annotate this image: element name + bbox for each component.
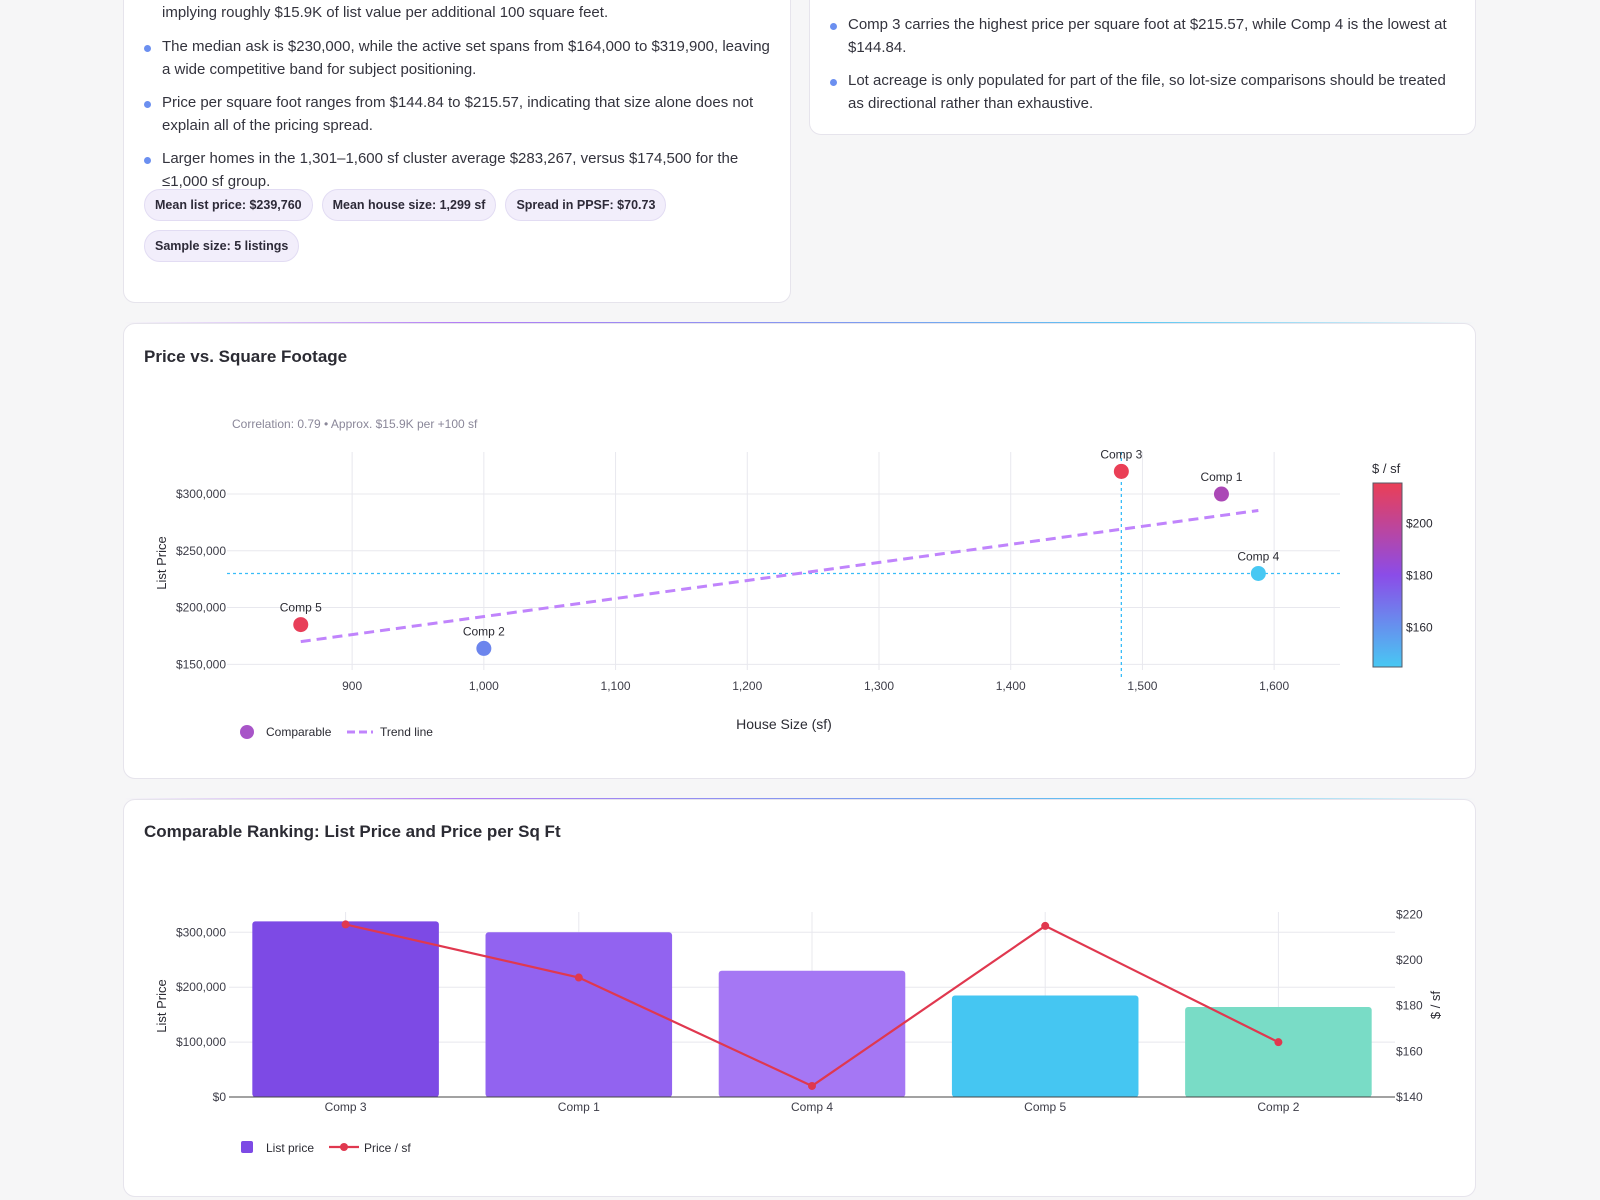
bar-title: Comparable Ranking: List Price and Price… bbox=[144, 822, 561, 841]
summary-right-bullets: Comp 3 carries the highest price per squ… bbox=[830, 14, 1455, 126]
stat-chip: Spread in PPSF: $70.73 bbox=[505, 189, 667, 221]
summary-card-left: implying roughly $15.9K of list value pe… bbox=[123, 0, 791, 303]
summary-partial-line: implying roughly $15.9K of list value pe… bbox=[162, 4, 609, 21]
bullet-item: The median ask is $230,000, while the ac… bbox=[144, 36, 772, 81]
stat-chip: Mean house size: 1,299 sf bbox=[321, 189, 497, 221]
bullet-item: Comp 3 carries the highest price per squ… bbox=[830, 14, 1455, 59]
summary-card-right: Comp 3 carries the highest price per squ… bbox=[809, 0, 1476, 135]
stat-chip: Sample size: 5 listings bbox=[144, 230, 300, 262]
stat-chip: Mean list price: $239,760 bbox=[144, 189, 313, 221]
bullet-item: Price per square foot ranges from $144.8… bbox=[144, 92, 772, 137]
bullet-item: Lot acreage is only populated for part o… bbox=[830, 70, 1455, 115]
scatter-title: Price vs. Square Footage bbox=[144, 347, 348, 366]
bullet-item: Larger homes in the 1,301–1,600 sf clust… bbox=[144, 148, 772, 193]
bar-card: Comparable Ranking: List Price and Price… bbox=[123, 799, 1476, 1197]
scatter-card: Price vs. Square Footage bbox=[123, 323, 1476, 779]
stat-chips: Mean list price: $239,760 Mean house siz… bbox=[144, 189, 764, 262]
summary-left-bullets: The median ask is $230,000, while the ac… bbox=[144, 36, 772, 204]
